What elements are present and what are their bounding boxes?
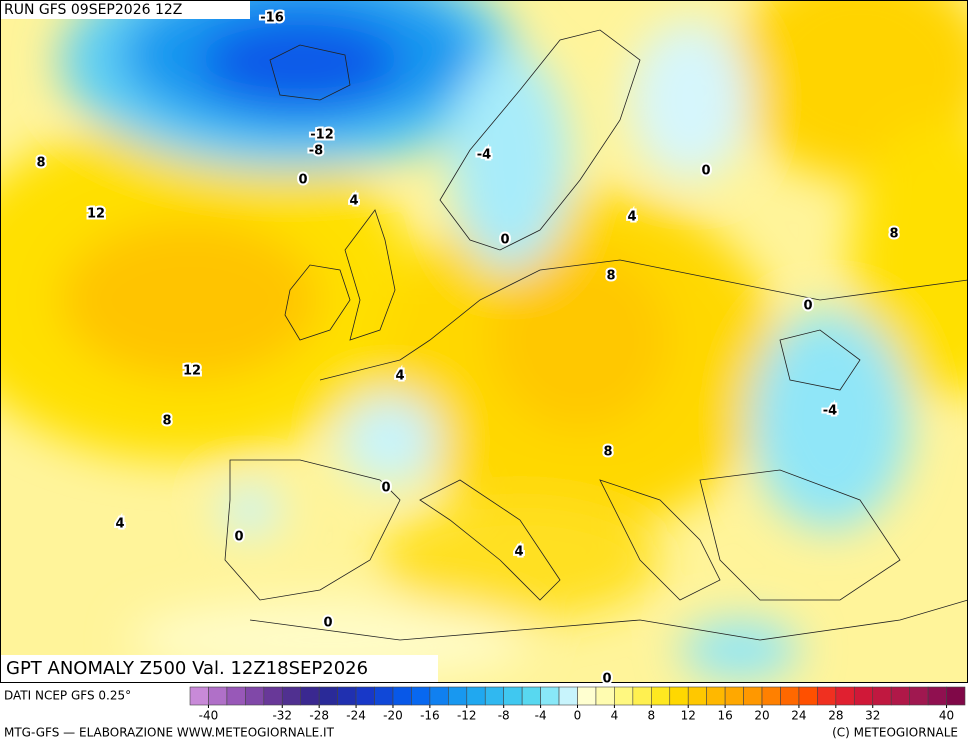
- colorbar-swatch: [337, 686, 357, 706]
- anomaly-field: [0, 0, 968, 683]
- colorbar-swatch: [706, 686, 726, 706]
- contour-label: 0: [500, 233, 509, 248]
- contour-label: 4: [514, 545, 523, 560]
- colorbar-tick-label: 8: [647, 709, 655, 723]
- colorbar-swatch: [392, 686, 412, 706]
- colorbar-tick-label: -16: [420, 709, 440, 723]
- colorbar-swatch: [263, 686, 283, 706]
- colorbar-swatch: [835, 686, 855, 706]
- contour-label: 12: [183, 364, 201, 379]
- colorbar-swatch: [577, 686, 597, 706]
- contour-label: 8: [606, 269, 615, 284]
- colorbar-swatch: [448, 686, 468, 706]
- colorbar-swatch: [632, 686, 652, 706]
- contour-label: 0: [701, 164, 710, 179]
- colorbar-swatch: [927, 686, 947, 706]
- colorbar-tick-label: 16: [717, 709, 732, 723]
- map-title: GPT ANOMALY Z500 Val. 12Z18SEP2026: [6, 658, 368, 679]
- colorbar-swatch: [558, 686, 578, 706]
- colorbar-swatch: [374, 686, 394, 706]
- colorbar-swatch: [651, 686, 671, 706]
- colorbar-swatch: [429, 686, 449, 706]
- colorbar-swatch: [761, 686, 781, 706]
- colorbar-swatch: [890, 686, 910, 706]
- contour-label: 0: [323, 616, 332, 631]
- colorbar-swatch: [300, 686, 320, 706]
- contour-label: 8: [36, 156, 45, 171]
- colorbar-swatch: [909, 686, 929, 706]
- colorbar-tick-label: 32: [865, 709, 880, 723]
- colorbar-tick-label: 4: [611, 709, 619, 723]
- contour-label: -16: [260, 11, 284, 26]
- colorbar-tick-label: 20: [754, 709, 769, 723]
- colorbar-swatch: [245, 686, 265, 706]
- colorbar-swatch: [226, 686, 246, 706]
- source-label: DATI NCEP GFS 0.25°: [4, 689, 131, 703]
- colorbar-swatch: [669, 686, 689, 706]
- colorbar-swatch: [521, 686, 541, 706]
- contour-label: -12: [310, 128, 334, 143]
- coastlines: [224, 29, 968, 641]
- contour-label: 0: [602, 672, 611, 687]
- contour-label: -4: [823, 404, 837, 419]
- contour-label: 8: [162, 414, 171, 429]
- colorbar: -40 -32 -28 -24 -20 -16 -12 -8 -4 0 4 8 12 16 20 24 28 32…: [189, 686, 966, 723]
- copyright-label: (C) METEOGIORNALE: [832, 726, 958, 740]
- colorbar-swatch: [503, 686, 523, 706]
- colorbar-swatch: [946, 686, 966, 706]
- contour-label: 4: [395, 369, 404, 384]
- colorbar-swatch: [355, 686, 375, 706]
- title-box: [0, 655, 438, 683]
- run-box: [0, 0, 250, 19]
- colorbar-tick-label: -24: [346, 709, 366, 723]
- contour-label: 8: [889, 227, 898, 242]
- colorbar-swatch: [798, 686, 818, 706]
- run-label: RUN GFS 09SEP2026 12Z: [4, 2, 182, 18]
- contour-label: 0: [298, 173, 307, 188]
- colorbar-tick-label: 24: [791, 709, 806, 723]
- colorbar-swatch: [872, 686, 892, 706]
- colorbar-tick-label: -4: [535, 709, 547, 723]
- colorbar-swatch: [411, 686, 431, 706]
- colorbar-swatch: [208, 686, 228, 706]
- contour-label: 0: [381, 481, 390, 496]
- colorbar-swatch: [595, 686, 615, 706]
- colorbar-tick-label: 0: [574, 709, 582, 723]
- colorbar-tick-label: -20: [383, 709, 403, 723]
- colorbar-tick-label: -28: [309, 709, 329, 723]
- colorbar-tick-label: -8: [498, 709, 510, 723]
- colorbar-swatch: [687, 686, 707, 706]
- contour-label: -4: [477, 148, 491, 163]
- contour-label: 0: [803, 299, 812, 314]
- colorbar-tick-label: -40: [199, 709, 219, 723]
- colorbar-swatch: [817, 686, 837, 706]
- colorbar-swatch: [780, 686, 800, 706]
- colorbar-tick-label: -32: [272, 709, 292, 723]
- contour-label: 4: [115, 517, 124, 532]
- contour-label: -8: [309, 144, 323, 159]
- colorbar-swatch: [466, 686, 486, 706]
- colorbar-swatch: [743, 686, 763, 706]
- colorbar-swatch: [189, 686, 209, 706]
- colorbar-swatch: [484, 686, 504, 706]
- colorbar-swatch: [853, 686, 874, 706]
- colorbar-swatch: [614, 686, 634, 706]
- colorbar-tick-label: 12: [681, 709, 696, 723]
- colorbar-tick-label: 28: [828, 709, 843, 723]
- colorbar-tick-label: -12: [457, 709, 477, 723]
- colorbar-swatch: [540, 686, 560, 706]
- contour-label: 12: [87, 207, 105, 222]
- colorbar-swatch: [318, 686, 338, 706]
- contour-label: 4: [349, 194, 358, 209]
- contour-label: 8: [603, 445, 612, 460]
- colorbar-swatch: [724, 686, 744, 706]
- colorbar-tick-label: 40: [939, 709, 954, 723]
- contour-label: 4: [627, 210, 636, 225]
- credit-label: MTG-GFS — ELABORAZIONE WWW.METEOGIORNALE…: [4, 726, 335, 740]
- contour-label: 0: [234, 530, 243, 545]
- colorbar-swatch: [281, 686, 302, 706]
